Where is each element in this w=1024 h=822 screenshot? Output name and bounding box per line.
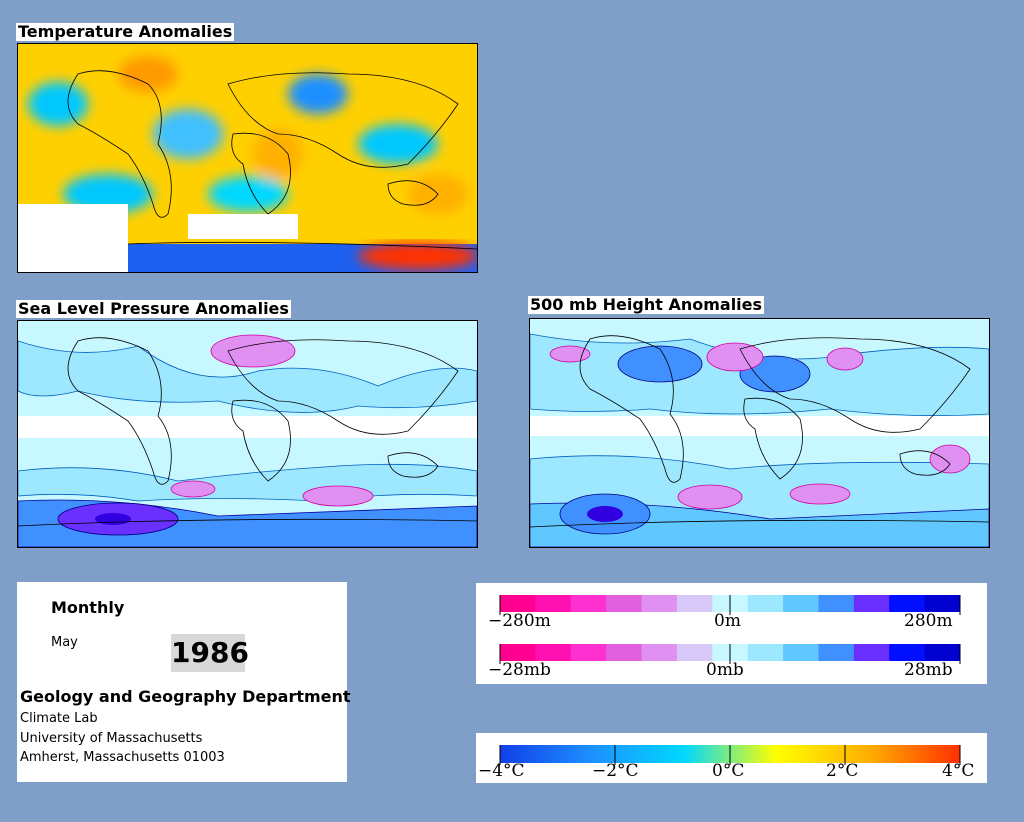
height-legend-swatch	[500, 595, 536, 612]
height-legend-swatch	[818, 595, 855, 612]
pressure-legend-max: 28mb	[904, 660, 953, 680]
height-color-scale	[499, 595, 961, 664]
height-anomaly-map	[529, 318, 990, 548]
height-pressure-legend: −280m 0m 280m −28mb 0mb 28mb	[476, 583, 987, 684]
pressure-legend-swatch	[818, 644, 855, 661]
sea-level-pressure-anomaly-map	[17, 320, 478, 548]
temperature-legend: −4°C −2°C 0°C 2°C 4°C	[476, 733, 987, 783]
pressure-legend-swatch	[747, 644, 784, 661]
height-legend-swatch	[783, 595, 819, 612]
pressure-legend-swatch	[924, 644, 961, 661]
year-label: 1986	[171, 634, 249, 672]
pressure-legend-min: −28mb	[488, 660, 551, 680]
temp-legend-label: 0°C	[712, 761, 745, 781]
lab-label: Climate Lab	[20, 711, 98, 726]
period-label: Monthly	[51, 598, 125, 617]
pressure-legend-swatch	[641, 644, 678, 661]
height-map-title: 500 mb Height Anomalies	[528, 295, 765, 314]
address-label: Amherst, Massachusetts 01003	[20, 750, 225, 765]
pressure-map-title: Sea Level Pressure Anomalies	[16, 299, 291, 318]
info-panel: Monthly May 1986 Geology and Geography D…	[17, 582, 351, 782]
height-legend-swatch	[570, 595, 607, 612]
temp-legend-label: 4°C	[942, 761, 975, 781]
pressure-legend-swatch	[889, 644, 926, 661]
height-legend-swatch	[676, 595, 713, 612]
pressure-legend-swatch	[606, 644, 643, 661]
department-label: Geology and Geography Department	[20, 687, 351, 706]
height-legend-mid: 0m	[714, 611, 741, 631]
height-legend-swatch	[641, 595, 678, 612]
height-legend-max: 280m	[904, 611, 953, 631]
height-legend-min: −280m	[488, 611, 551, 631]
university-label: University of Massachusetts	[20, 731, 203, 746]
pressure-legend-swatch	[535, 644, 572, 661]
pressure-legend-mid: 0mb	[706, 660, 744, 680]
temp-legend-label: −2°C	[592, 761, 639, 781]
pressure-legend-swatch	[570, 644, 607, 661]
temp-legend-label: −4°C	[478, 761, 525, 781]
height-legend-swatch	[606, 595, 643, 612]
height-legend-swatch	[924, 595, 961, 612]
temperature-color-scale	[499, 745, 961, 765]
height-legend-swatch	[853, 595, 890, 612]
pressure-legend-swatch	[500, 644, 536, 661]
height-legend-swatch	[747, 595, 784, 612]
pressure-legend-swatch	[676, 644, 713, 661]
temperature-anomaly-map	[17, 43, 478, 273]
height-legend-swatch	[535, 595, 572, 612]
pressure-legend-swatch	[783, 644, 819, 661]
month-label: May	[51, 635, 78, 650]
height-legend-swatch	[889, 595, 926, 612]
temp-legend-label: 2°C	[826, 761, 859, 781]
pressure-legend-swatch	[853, 644, 890, 661]
temperature-map-title: Temperature Anomalies	[16, 22, 235, 41]
